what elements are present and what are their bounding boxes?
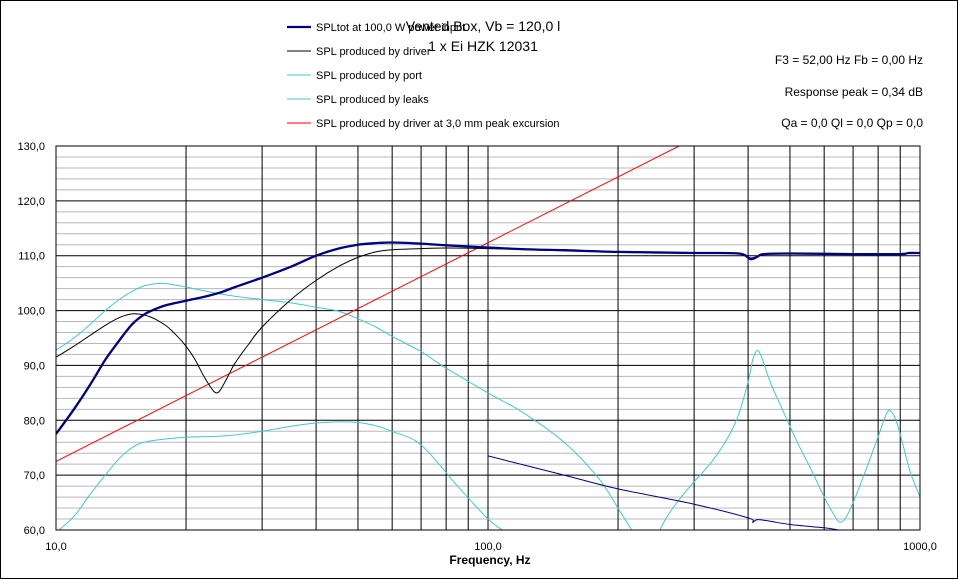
y-tick-label: 80,0 <box>24 415 45 427</box>
axes: 60,0 70,0 80,0 90,0 100,0 110,0 120,0 130,0 10,0… <box>17 141 936 553</box>
q-values-readout: Qa = 0,0 Ql = 0,0 Qp = 0,0 <box>781 116 923 130</box>
spl-leaks-curve-high <box>659 350 920 530</box>
response-peak-readout: Response peak = 0,34 dB <box>785 85 923 99</box>
spl-port-curve <box>56 282 633 530</box>
f3-fb-readout: F3 = 52,00 Hz Fb = 0,00 Hz <box>775 53 923 67</box>
spl-excursion-curve <box>56 146 681 462</box>
x-axis-label: Frequency, Hz <box>449 553 530 567</box>
spl-total-curve <box>56 241 920 435</box>
y-tick-label: 130,0 <box>17 141 45 153</box>
plot-border <box>55 145 921 531</box>
y-tick-label: 120,0 <box>17 196 45 208</box>
spl-secondary-curve <box>487 455 840 530</box>
plot-area <box>56 146 920 530</box>
x-tick-label: 1000,0 <box>903 541 937 553</box>
x-tick-label: 10,0 <box>45 541 66 553</box>
spl-leaks-curve <box>58 421 503 530</box>
legend: SPLtot at 100,0 W power input SPL produce… <box>287 22 560 130</box>
grid <box>56 146 920 530</box>
legend-label: SPL produced by driver <box>316 46 431 58</box>
y-tick-label: 90,0 <box>24 360 45 372</box>
chart-title-line2: 1 x Ei HZK 12031 <box>428 38 538 54</box>
legend-label: SPL produced by port <box>316 70 422 82</box>
y-tick-label: 100,0 <box>17 306 45 318</box>
legend-label: SPLtot at 100,0 W power input <box>316 22 465 34</box>
chart-title-line1: Vented Box, Vb = 120,0 l <box>406 18 561 34</box>
y-tick-label: 110,0 <box>18 251 45 263</box>
legend-label: SPL produced by leaks <box>316 94 429 106</box>
legend-label: SPL produced by driver at 3,0 mm peak ex… <box>316 118 560 130</box>
x-tick-label: 100,0 <box>474 541 502 553</box>
y-tick-label: 60,0 <box>24 525 45 537</box>
y-tick-label: 70,0 <box>24 470 45 482</box>
